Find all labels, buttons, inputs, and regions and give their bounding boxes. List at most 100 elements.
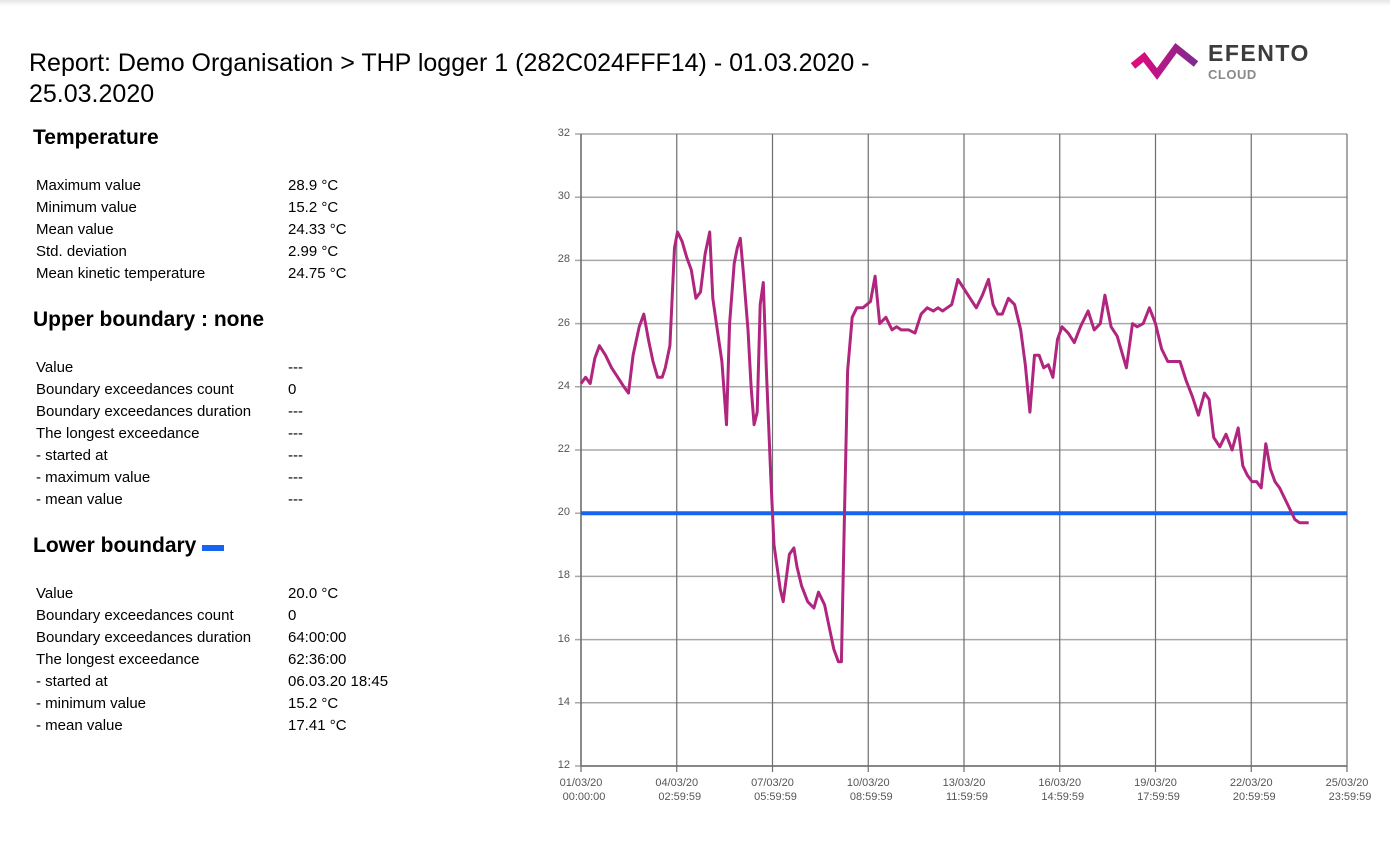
- x-tick-label: 13/03/20 11:59:59: [924, 776, 1004, 804]
- stat-label: Value: [36, 359, 74, 376]
- stat-label: Boundary exceedances duration: [36, 629, 252, 646]
- x-tick-time: 23:59:59: [1328, 791, 1372, 803]
- stat-label: Mean kinetic temperature: [36, 265, 206, 282]
- stat-value: 06.03.20 18:45: [288, 673, 389, 690]
- x-tick-date: 10/03/20: [846, 777, 890, 789]
- stat-row: - maximum value ---: [36, 467, 456, 489]
- x-tick-label: 10/03/20 08:59:59: [828, 776, 908, 804]
- stat-value: 15.2 °C: [288, 695, 339, 712]
- y-tick-label: 24: [557, 379, 570, 392]
- stat-label: The longest exceedance: [36, 651, 200, 668]
- y-tick-label: 26: [557, 316, 570, 329]
- x-tick-time: 08:59:59: [849, 791, 893, 803]
- y-tick-label: 12: [557, 759, 570, 771]
- y-tick-label: 32: [557, 127, 570, 139]
- stat-value: ---: [288, 425, 303, 442]
- x-tick-date: 25/03/20: [1325, 777, 1369, 789]
- stat-row: - mean value 17.41 °C: [36, 715, 456, 737]
- x-tick-date: 13/03/20: [942, 777, 986, 789]
- logo-sub: CLOUD: [1208, 67, 1257, 82]
- stat-label: The longest exceedance: [36, 425, 200, 442]
- stat-value: 2.99 °C: [288, 243, 339, 260]
- stat-label: Maximum value: [36, 177, 142, 194]
- x-tick-label: 01/03/20 00:00:00: [541, 776, 621, 804]
- stat-row: Mean kinetic temperature 24.75 °C: [36, 263, 456, 285]
- top-shadow: [0, 0, 1390, 6]
- chart-plot-area: [575, 133, 1348, 772]
- stat-row: Std. deviation 2.99 °C: [36, 241, 456, 263]
- stat-value: ---: [288, 403, 303, 420]
- x-tick-date: 22/03/20: [1229, 777, 1273, 789]
- stat-row: Value 20.0 °C: [36, 583, 456, 605]
- temperature-chart: 32 30 28 26 24 22 20 18 16 14 12 01/03/20 00:00:00 0…: [530, 120, 1390, 820]
- logo-name: EFENTO: [1208, 40, 1310, 66]
- x-tick-date: 04/03/20: [655, 777, 699, 789]
- stat-row: The longest exceedance 62:36:00: [36, 649, 456, 671]
- efento-logo: EFENTO CLOUD: [1128, 40, 1318, 85]
- stat-value: 28.9 °C: [288, 177, 339, 194]
- stat-label: - started at: [36, 447, 108, 464]
- stat-label: Mean value: [36, 221, 114, 238]
- stat-label: Boundary exceedances duration: [36, 403, 252, 420]
- x-tick-time: 20:59:59: [1232, 791, 1276, 803]
- stat-row: - started at 06.03.20 18:45: [36, 671, 456, 693]
- stat-row: - mean value ---: [36, 489, 456, 511]
- stat-value: ---: [288, 469, 303, 486]
- lower-boundary-legend-swatch: [202, 545, 225, 552]
- stat-label: - started at: [36, 673, 108, 690]
- stat-value: 0: [288, 607, 297, 624]
- stat-row: Boundary exceedances duration ---: [36, 401, 456, 423]
- x-tick-date: 16/03/20: [1038, 777, 1082, 789]
- lower-boundary-stats: Value 20.0 °C Boundary exceedances count 0…: [36, 583, 456, 737]
- stat-value: 20.0 °C: [288, 585, 339, 602]
- y-tick-label: 22: [557, 443, 570, 455]
- stat-row: - started at ---: [36, 445, 456, 467]
- stat-label: Minimum value: [36, 199, 137, 216]
- upper-boundary-stats: Value --- Boundary exceedances count 0 Bou…: [36, 357, 456, 511]
- stat-label: - mean value: [36, 717, 123, 734]
- logo-zigzag-icon: [1130, 42, 1199, 80]
- x-tick-label: 19/03/20 17:59:59: [1116, 776, 1196, 804]
- stat-value: 17.41 °C: [288, 717, 347, 734]
- stat-value: ---: [288, 491, 303, 508]
- stat-value: 0: [288, 381, 297, 398]
- stat-value: 62:36:00: [288, 651, 347, 668]
- x-tick-time: 14:59:59: [1041, 791, 1085, 803]
- stat-row: Boundary exceedances duration 64:00:00: [36, 627, 456, 649]
- stat-label: Boundary exceedances count: [36, 607, 234, 624]
- x-tick-label: 04/03/20 02:59:59: [637, 776, 717, 804]
- x-tick-label: 16/03/20 14:59:59: [1020, 776, 1100, 804]
- temperature-stats: Maximum value 28.9 °C Minimum value 15.2 °…: [36, 175, 456, 285]
- stat-label: Std. deviation: [36, 243, 127, 260]
- stat-value: 64:00:00: [288, 629, 347, 646]
- y-tick-label: 14: [557, 695, 570, 708]
- x-tick-time: 05:59:59: [754, 791, 797, 803]
- upper-boundary-heading: Upper boundary : none: [33, 308, 264, 331]
- stat-label: - minimum value: [36, 695, 147, 712]
- x-tick-label: 25/03/20 23:59:59: [1307, 776, 1387, 804]
- y-tick-label: 16: [557, 632, 570, 645]
- x-tick-time: 17:59:59: [1137, 791, 1180, 803]
- x-tick-date: 01/03/20: [559, 777, 603, 789]
- stat-row: Minimum value 15.2 °C: [36, 197, 456, 219]
- stat-label: - mean value: [36, 491, 123, 508]
- stat-value: ---: [288, 447, 303, 464]
- x-tick-label: 07/03/20 05:59:59: [733, 776, 813, 804]
- x-tick-time: 11:59:59: [945, 791, 988, 803]
- temperature-line: [579, 230, 1309, 664]
- x-tick-date: 07/03/20: [751, 777, 794, 789]
- x-tick-time: 00:00:00: [562, 791, 606, 803]
- lower-boundary-heading-text: Lower boundary: [33, 534, 197, 557]
- stat-value: ---: [288, 359, 303, 376]
- stat-row: - minimum value 15.2 °C: [36, 693, 456, 715]
- stat-value: 24.75 °C: [288, 265, 347, 282]
- x-tick-time: 02:59:59: [658, 791, 702, 803]
- stat-row: Mean value 24.33 °C: [36, 219, 456, 241]
- y-tick-label: 20: [557, 506, 570, 519]
- y-tick-label: 18: [557, 569, 570, 582]
- temperature-heading: Temperature: [33, 126, 159, 149]
- stat-label: Boundary exceedances count: [36, 381, 234, 398]
- report-title: Report: Demo Organisation > THP logger 1…: [29, 49, 870, 108]
- y-tick-label: 28: [557, 253, 570, 266]
- stat-row: Boundary exceedances count 0: [36, 379, 456, 401]
